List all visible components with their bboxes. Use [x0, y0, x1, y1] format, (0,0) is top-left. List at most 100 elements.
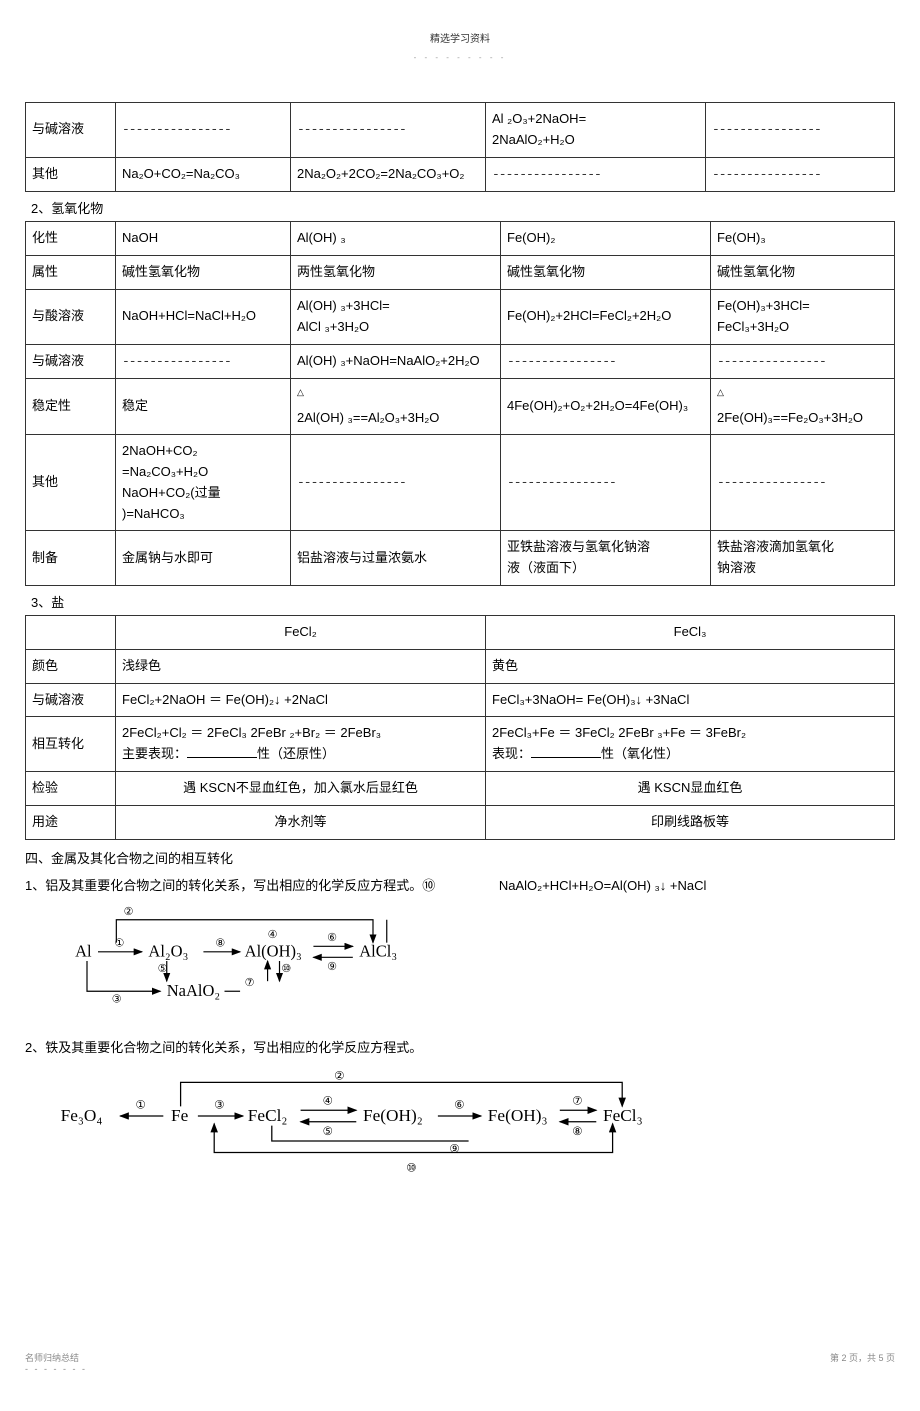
- svg-text:①: ①: [115, 937, 125, 949]
- svg-text:Fe₃O₄: Fe₃O₄: [61, 1105, 103, 1124]
- table-row: FeCl₂ FeCl₃: [26, 616, 895, 650]
- table-row: 颜色 浅绿色 黄色: [26, 649, 895, 683]
- cell: ----------------: [711, 435, 895, 531]
- diagram-al: Al Al₂O₃ Al(OH)₃ AlCl₃ NaAlO₂ ① ② ③ ④ ⑤ …: [43, 906, 895, 1019]
- table-hydroxides: 化性 NaOH Al(OH) ₃ Fe(OH)₂ Fe(OH)₃ 属性 碱性氢氧…: [25, 221, 895, 586]
- svg-text:Al₂O₃: Al₂O₃: [148, 941, 188, 960]
- cell: 化性: [26, 222, 116, 256]
- footer-dots: - - - - - - -: [25, 1364, 87, 1374]
- svg-text:⑨: ⑨: [449, 1143, 459, 1155]
- header-dots: - - - - - - - - -: [25, 53, 895, 62]
- cell: Fe(OH)₃+3HCl=FeCl₃+3H₂O: [711, 289, 895, 344]
- cell: 碱性氢氧化物: [501, 256, 711, 290]
- footer-left: 名师归纳总结: [25, 1351, 87, 1364]
- paragraph-1: 1、铝及其重要化合物之间的转化关系，写出相应的化学反应方程式。⑩ NaAlO₂+…: [25, 875, 895, 894]
- svg-text:NaAlO₂: NaAlO₂: [167, 980, 220, 999]
- cell: 与碱溶液: [26, 344, 116, 379]
- table-row: 相互转化 2FeCl₂+Cl₂ ＝ 2FeCl₃ 2FeBr ₂+Br₂ ＝ 2…: [26, 717, 895, 772]
- cell: 2FeCl₃+Fe ＝ 3FeCl₂ 2FeBr ₃+Fe ＝ 3FeBr₂ 表…: [486, 717, 895, 772]
- cell: [26, 616, 116, 650]
- cell: Na₂O+CO₂=Na₂CO₃: [116, 157, 291, 192]
- svg-text:⑥: ⑥: [454, 1099, 464, 1111]
- svg-text:FeCl₃: FeCl₃: [603, 1105, 643, 1124]
- cell: FeCl₂+2NaOH ＝ Fe(OH)₂↓ +2NaCl: [116, 683, 486, 717]
- cell: ----------------: [291, 103, 486, 158]
- svg-text:②: ②: [334, 1070, 344, 1082]
- cell: 相互转化: [26, 717, 116, 772]
- table-salts: FeCl₂ FeCl₃ 颜色 浅绿色 黄色 与碱溶液 FeCl₂+2NaOH ＝…: [25, 615, 895, 840]
- cell: 净水剂等: [116, 805, 486, 839]
- cell: 其他: [26, 435, 116, 531]
- svg-text:⑦: ⑦: [245, 976, 255, 988]
- cell: 制备: [26, 531, 116, 586]
- cell: Al(OH) ₃+NaOH=NaAlO₂+2H₂O: [291, 344, 501, 379]
- footer-right: 第 2 页，共 5 页: [830, 1351, 895, 1364]
- al-diagram-svg: Al Al₂O₃ Al(OH)₃ AlCl₃ NaAlO₂ ① ② ③ ④ ⑤ …: [43, 906, 483, 1016]
- svg-text:⑤: ⑤: [158, 963, 168, 975]
- cell: 遇 KSCN显血红色: [486, 772, 895, 806]
- cell: 检验: [26, 772, 116, 806]
- svg-text:⑩: ⑩: [281, 963, 291, 975]
- cell: 碱性氢氧化物: [116, 256, 291, 290]
- cell: ----------------: [501, 435, 711, 531]
- table-row: 其他 Na₂O+CO₂=Na₂CO₃ 2Na₂O₂+2CO₂=2Na₂CO₃+O…: [26, 157, 895, 192]
- svg-text:⑦: ⑦: [572, 1095, 582, 1107]
- cell: FeCl₃+3NaOH= Fe(OH)₃↓ +3NaCl: [486, 683, 895, 717]
- table-row: 与碱溶液 FeCl₂+2NaOH ＝ Fe(OH)₂↓ +2NaCl FeCl₃…: [26, 683, 895, 717]
- table-row: 与酸溶液 NaOH+HCl=NaCl+H₂O Al(OH) ₃+3HCl=AlC…: [26, 289, 895, 344]
- cell: 遇 KSCN不显血红色，加入氯水后显红色: [116, 772, 486, 806]
- cell: ----------------: [291, 435, 501, 531]
- cell: 印刷线路板等: [486, 805, 895, 839]
- cell: ----------------: [706, 157, 895, 192]
- cell: ----------------: [711, 344, 895, 379]
- section-3-title: 3、盐: [31, 592, 895, 611]
- cell: △2Al(OH) ₃==Al₂O₃+3H₂O: [291, 379, 501, 435]
- svg-text:②: ②: [124, 906, 134, 918]
- svg-text:AlCl₃: AlCl₃: [359, 941, 397, 960]
- svg-text:③: ③: [214, 1099, 224, 1111]
- cell: 碱性氢氧化物: [711, 256, 895, 290]
- svg-text:Fe(OH)₃: Fe(OH)₃: [488, 1105, 548, 1124]
- cell: ----------------: [116, 344, 291, 379]
- svg-text:FeCl₂: FeCl₂: [248, 1105, 288, 1124]
- cell: 两性氢氧化物: [291, 256, 501, 290]
- cell: 与碱溶液: [26, 103, 116, 158]
- cell: 与酸溶液: [26, 289, 116, 344]
- fe-diagram-svg: Fe₃O₄ Fe FeCl₂ Fe(OH)₂ Fe(OH)₃ FeCl₃ ① ②…: [43, 1068, 683, 1188]
- cell: Fe(OH)₂: [501, 222, 711, 256]
- svg-text:⑩: ⑩: [406, 1162, 416, 1174]
- svg-text:⑧: ⑧: [215, 937, 225, 949]
- cell: ----------------: [116, 103, 291, 158]
- cell: 4Fe(OH)₂+O₂+2H₂O=4Fe(OH)₃: [501, 379, 711, 435]
- cell: 稳定性: [26, 379, 116, 435]
- cell: Al(OH) ₃+3HCl=AlCl ₃+3H₂O: [291, 289, 501, 344]
- svg-text:Al(OH)₃: Al(OH)₃: [245, 941, 302, 960]
- svg-text:Fe: Fe: [171, 1105, 189, 1124]
- cell: 浅绿色: [116, 649, 486, 683]
- cell: NaOH: [116, 222, 291, 256]
- table-row: 检验 遇 KSCN不显血红色，加入氯水后显红色 遇 KSCN显血红色: [26, 772, 895, 806]
- svg-text:⑥: ⑥: [327, 931, 337, 943]
- cell: 颜色: [26, 649, 116, 683]
- svg-text:③: ③: [112, 993, 122, 1005]
- cell: FeCl₂: [116, 616, 486, 650]
- cell: Al ₂O₃+2NaOH=2NaAlO₂+H₂O: [486, 103, 706, 158]
- cell: Fe(OH)₃: [711, 222, 895, 256]
- cell: FeCl₃: [486, 616, 895, 650]
- cell: 稳定: [116, 379, 291, 435]
- cell: ----------------: [706, 103, 895, 158]
- cell: 其他: [26, 157, 116, 192]
- cell: 2FeCl₂+Cl₂ ＝ 2FeCl₃ 2FeBr ₂+Br₂ ＝ 2FeBr₃…: [116, 717, 486, 772]
- cellousand: 与碱溶液: [26, 683, 116, 717]
- page-header: 精选学习资料: [25, 30, 895, 45]
- heading-4: 四、金属及其化合物之间的相互转化: [25, 848, 895, 867]
- table-row: 制备 金属钠与水即可 铝盐溶液与过量浓氨水 亚铁盐溶液与氢氧化钠溶液（液面下） …: [26, 531, 895, 586]
- svg-text:Al: Al: [75, 941, 92, 960]
- table-row: 化性 NaOH Al(OH) ₃ Fe(OH)₂ Fe(OH)₃: [26, 222, 895, 256]
- cell: NaOH+HCl=NaCl+H₂O: [116, 289, 291, 344]
- svg-text:Fe(OH)₂: Fe(OH)₂: [363, 1105, 423, 1124]
- cell: 用途: [26, 805, 116, 839]
- cell: 亚铁盐溶液与氢氧化钠溶液（液面下）: [501, 531, 711, 586]
- table-row: 稳定性 稳定 △2Al(OH) ₃==Al₂O₃+3H₂O 4Fe(OH)₂+O…: [26, 379, 895, 435]
- svg-text:⑨: ⑨: [327, 961, 337, 973]
